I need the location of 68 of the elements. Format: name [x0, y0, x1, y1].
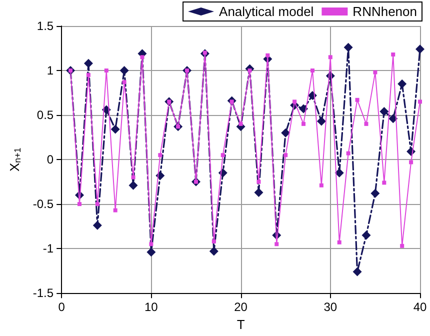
point — [266, 53, 270, 58]
point — [113, 208, 118, 212]
point — [380, 106, 389, 116]
point — [128, 180, 138, 190]
point — [92, 220, 102, 230]
point — [158, 153, 162, 158]
point — [146, 248, 156, 257]
point — [352, 267, 362, 276]
point — [84, 58, 93, 68]
point — [388, 114, 398, 124]
point — [334, 168, 344, 178]
point — [131, 175, 136, 180]
point — [274, 242, 279, 246]
y-tick-label: 1.5 — [36, 19, 54, 33]
x-tick-label: 0 — [58, 300, 66, 314]
point — [355, 98, 360, 102]
point — [209, 246, 218, 256]
point — [299, 104, 308, 114]
point — [95, 202, 100, 206]
x-tick-label: 30 — [324, 300, 338, 314]
point — [398, 79, 407, 88]
y-tick-label: 1 — [46, 64, 54, 78]
x-tick-label: 40 — [413, 300, 427, 314]
point — [256, 180, 261, 184]
point — [346, 151, 350, 156]
point — [220, 153, 225, 158]
legend-label: Analytical model — [219, 4, 314, 19]
point — [140, 55, 144, 60]
point — [316, 116, 326, 126]
point — [78, 202, 82, 206]
y-tick-label: -0.5 — [32, 197, 54, 212]
point — [418, 100, 422, 104]
point — [370, 188, 380, 198]
point — [212, 239, 216, 244]
point — [254, 188, 264, 197]
point — [149, 242, 154, 246]
point — [409, 160, 414, 164]
x-axis-title: T — [236, 317, 245, 332]
point — [310, 68, 314, 73]
point — [284, 153, 288, 158]
y-tick-label: 0.5 — [36, 108, 54, 122]
point — [362, 230, 371, 240]
point — [400, 244, 404, 248]
point — [281, 128, 290, 138]
x-tick-label: 10 — [144, 300, 158, 314]
point — [382, 180, 386, 185]
point — [302, 122, 306, 126]
legend-label: RNNhenon — [352, 4, 418, 19]
point — [416, 44, 424, 54]
y-tick-label: 0 — [46, 152, 54, 167]
point — [110, 124, 120, 134]
y-tick-label: -1 — [42, 242, 54, 256]
y-tick-label: -1.5 — [32, 286, 54, 300]
point — [344, 42, 353, 52]
point — [373, 70, 378, 74]
point — [337, 240, 342, 244]
point — [319, 183, 324, 188]
point — [292, 100, 297, 104]
point — [238, 122, 243, 126]
point — [122, 80, 126, 84]
point — [104, 68, 108, 73]
y-axis-title: Xn+1 — [7, 148, 22, 172]
point — [120, 66, 129, 76]
point — [328, 55, 332, 60]
point — [364, 122, 368, 126]
point — [86, 72, 90, 77]
x-tick-label: 20 — [234, 300, 248, 314]
point — [391, 52, 396, 56]
